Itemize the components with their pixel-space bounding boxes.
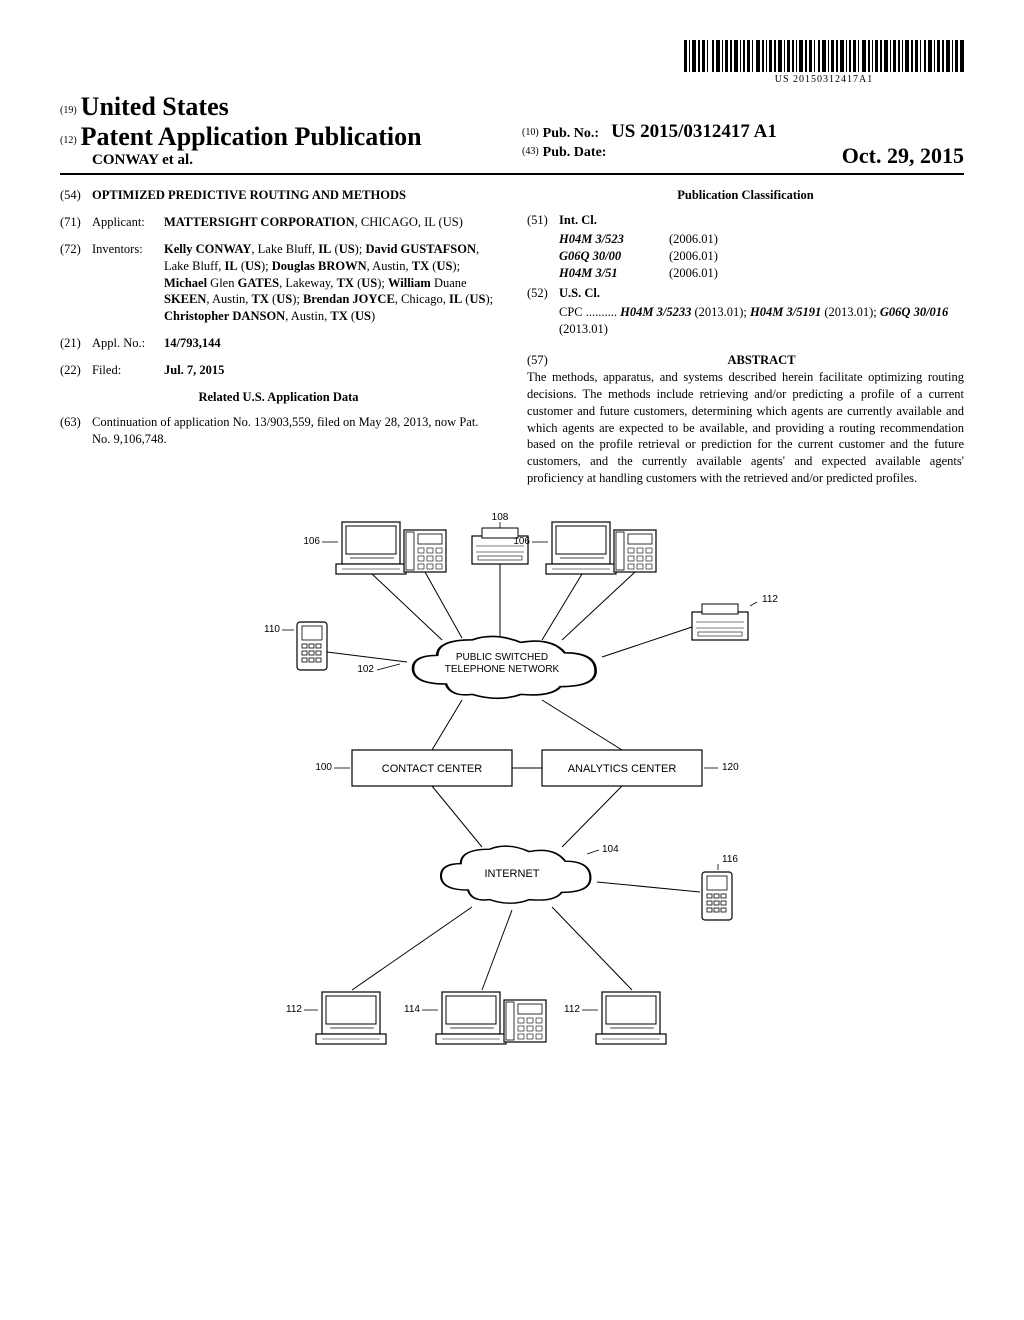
code-54: (54) <box>60 187 92 204</box>
pub-type: Patent Application Publication <box>81 122 422 151</box>
inventors-label: Inventors: <box>92 241 164 325</box>
applicant-location: CHICAGO, IL (US) <box>361 215 463 229</box>
uscl-label: U.S. Cl. <box>559 285 600 302</box>
code-51: (51) <box>527 212 559 229</box>
code-57: (57) <box>527 352 559 369</box>
intcl-row: (51) Int. Cl. <box>527 212 964 229</box>
abstract-heading: ABSTRACT <box>559 352 964 369</box>
svg-text:108: 108 <box>492 512 509 523</box>
svg-text:114: 114 <box>404 1004 420 1015</box>
country-line: (19) United States <box>60 92 502 122</box>
title-row: (54) OPTIMIZED PREDICTIVE ROUTING AND ME… <box>60 187 497 204</box>
barcode-icon <box>684 40 964 72</box>
inventors-row: (72) Inventors: Kelly CONWAY, Lake Bluff… <box>60 241 497 325</box>
continuation-row: (63) Continuation of application No. 13/… <box>60 414 497 448</box>
continuation-text: Continuation of application No. 13/903,5… <box>92 414 497 448</box>
body-columns: (54) OPTIMIZED PREDICTIVE ROUTING AND ME… <box>60 187 964 487</box>
code-21: (21) <box>60 335 92 352</box>
abstract-header: (57) ABSTRACT <box>527 352 964 369</box>
network-diagram-icon: 106 108 106 110 112 PUBLIC SWITCHEDTELEP… <box>202 512 822 1072</box>
intcl-item: H04M 3/51(2006.01) <box>527 265 964 282</box>
applicant-name: MATTERSIGHT CORPORATION <box>164 215 355 229</box>
code-72: (72) <box>60 241 92 325</box>
pub-type-line: (12) Patent Application Publication <box>60 122 502 152</box>
right-column: Publication Classification (51) Int. Cl.… <box>527 187 964 487</box>
cpc-line: CPC .......... H04M 3/5233 (2013.01); H0… <box>527 304 964 338</box>
code-71: (71) <box>60 214 92 231</box>
cpc-codes: H04M 3/5233 (2013.01); H04M 3/5191 (2013… <box>559 305 948 336</box>
intcl-label: Int. Cl. <box>559 212 597 229</box>
author-line: CONWAY et al. <box>92 152 502 169</box>
appl-no-row: (21) Appl. No.: 14/793,144 <box>60 335 497 352</box>
pub-date-label: Pub. Date: <box>543 145 607 160</box>
svg-text:112: 112 <box>286 1004 302 1015</box>
barcode: US 20150312417A1 <box>684 40 964 85</box>
barcode-region: US 20150312417A1 <box>60 40 964 87</box>
svg-text:PUBLIC SWITCHEDTELEPHONE NETWO: PUBLIC SWITCHEDTELEPHONE NETWORK <box>445 652 560 675</box>
intcl-list: H04M 3/523(2006.01)G06Q 30/00(2006.01)H0… <box>527 231 964 282</box>
code-63: (63) <box>60 414 92 448</box>
filed-label: Filed: <box>92 362 164 379</box>
pub-no-line: (10) Pub. No.: US 2015/0312417 A1 <box>522 121 964 143</box>
intcl-item: G06Q 30/00(2006.01) <box>527 248 964 265</box>
svg-text:100: 100 <box>315 762 332 773</box>
svg-text:CONTACT CENTER: CONTACT CENTER <box>382 763 482 775</box>
svg-text:116: 116 <box>722 854 738 865</box>
cpc-label: CPC .......... <box>559 305 617 319</box>
abstract-text: The methods, apparatus, and systems desc… <box>527 369 964 487</box>
code-43: (43) <box>522 146 539 157</box>
code-10: (10) <box>522 127 539 138</box>
uscl-row: (52) U.S. Cl. <box>527 285 964 302</box>
intcl-item: H04M 3/523(2006.01) <box>527 231 964 248</box>
svg-text:104: 104 <box>602 844 619 855</box>
svg-text:106: 106 <box>303 536 320 547</box>
code-22: (22) <box>60 362 92 379</box>
svg-text:112: 112 <box>762 594 778 605</box>
svg-text:INTERNET: INTERNET <box>485 868 540 880</box>
related-heading: Related U.S. Application Data <box>60 389 497 406</box>
header-right: (10) Pub. No.: US 2015/0312417 A1 (43) P… <box>502 121 964 169</box>
figure: 106 108 106 110 112 PUBLIC SWITCHEDTELEP… <box>60 512 964 1077</box>
pub-date-line: (43) Pub. Date: Oct. 29, 2015 <box>522 143 964 161</box>
appl-no-label: Appl. No.: <box>92 335 164 352</box>
header-left: (19) United States (12) Patent Applicati… <box>60 92 502 169</box>
svg-text:102: 102 <box>357 664 374 675</box>
left-column: (54) OPTIMIZED PREDICTIVE ROUTING AND ME… <box>60 187 497 487</box>
code-52: (52) <box>527 285 559 302</box>
inventors-value: Kelly CONWAY, Lake Bluff, IL (US); David… <box>164 241 497 325</box>
filed-row: (22) Filed: Jul. 7, 2015 <box>60 362 497 379</box>
applicant-value: MATTERSIGHT CORPORATION, CHICAGO, IL (US… <box>164 214 497 231</box>
applicant-row: (71) Applicant: MATTERSIGHT CORPORATION,… <box>60 214 497 231</box>
header: (19) United States (12) Patent Applicati… <box>60 92 964 175</box>
pub-no: US 2015/0312417 A1 <box>611 121 777 142</box>
svg-text:110: 110 <box>264 624 280 635</box>
code-19: (19) <box>60 105 77 116</box>
svg-text:106: 106 <box>513 536 530 547</box>
classification-heading: Publication Classification <box>527 187 964 204</box>
filed-date: Jul. 7, 2015 <box>164 362 497 379</box>
country: United States <box>81 92 229 121</box>
pub-no-label: Pub. No.: <box>543 126 599 141</box>
svg-text:120: 120 <box>722 762 739 773</box>
applicant-label: Applicant: <box>92 214 164 231</box>
code-12: (12) <box>60 135 77 146</box>
invention-title: OPTIMIZED PREDICTIVE ROUTING AND METHODS <box>92 187 497 204</box>
svg-text:112: 112 <box>564 1004 580 1015</box>
svg-text:ANALYTICS CENTER: ANALYTICS CENTER <box>568 763 677 775</box>
barcode-number: US 20150312417A1 <box>684 74 964 85</box>
appl-no: 14/793,144 <box>164 335 497 352</box>
pub-date: Oct. 29, 2015 <box>842 143 964 169</box>
